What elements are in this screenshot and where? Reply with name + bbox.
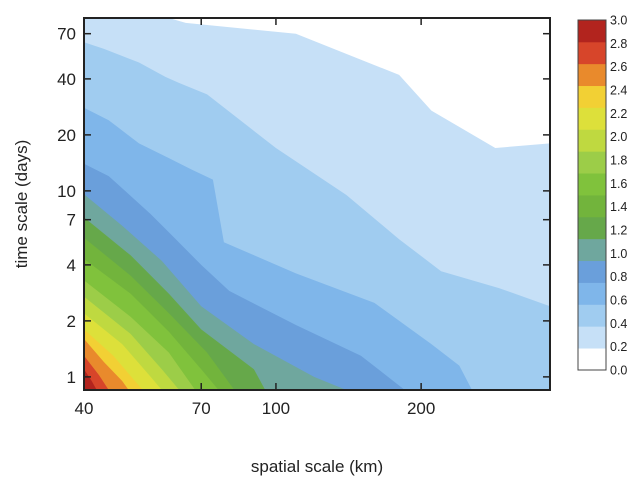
contour-fill-layers xyxy=(84,18,550,390)
x-tick-label: 100 xyxy=(262,399,290,418)
y-tick-label: 10 xyxy=(57,182,76,201)
colorbar-label: 2.6 xyxy=(610,60,627,74)
colorbar-label: 0.8 xyxy=(610,270,627,284)
colorbar-swatch xyxy=(578,260,606,283)
colorbar-swatch xyxy=(578,20,606,43)
colorbar-label: 1.0 xyxy=(610,247,627,261)
x-tick-label: 200 xyxy=(407,399,435,418)
x-tick-label: 40 xyxy=(75,399,94,418)
colorbar-label: 2.8 xyxy=(610,37,627,51)
colorbar-swatch xyxy=(578,173,606,196)
colorbar-label: 0.4 xyxy=(610,317,627,331)
colorbar-swatch xyxy=(578,304,606,327)
colorbar-label: 2.4 xyxy=(610,84,627,98)
colorbar-label: 1.2 xyxy=(610,224,627,238)
colorbar-swatch xyxy=(578,151,606,174)
colorbar-swatch xyxy=(578,107,606,130)
colorbar-swatch xyxy=(578,129,606,152)
y-tick-label: 7 xyxy=(67,211,76,230)
colorbar-swatch xyxy=(578,216,606,240)
x-axis: 40 70 100 200 xyxy=(75,18,435,418)
colorbar-label: 0.2 xyxy=(610,340,627,354)
colorbar-label: 1.8 xyxy=(610,154,627,168)
x-tick-label: 70 xyxy=(192,399,211,418)
y-tick-label: 20 xyxy=(57,126,76,145)
colorbar: 3.0 2.8 2.6 2.4 2.2 2.0 1.8 1.6 1.4 1.2 1.0 0.8 0.6 0… xyxy=(577,14,627,378)
colorbar-label: 2.2 xyxy=(610,107,627,121)
y-tick-label: 70 xyxy=(57,25,76,44)
colorbar-swatch xyxy=(578,348,606,371)
colorbar-label: 1.6 xyxy=(610,177,627,191)
y-tick-label: 40 xyxy=(57,70,76,89)
colorbar-swatch xyxy=(578,238,606,262)
colorbar-swatch xyxy=(578,282,606,305)
colorbar-label: 0.0 xyxy=(610,364,627,378)
x-axis-title: spatial scale (km) xyxy=(251,457,383,476)
colorbar-swatch xyxy=(578,63,606,87)
plot-frame xyxy=(83,17,551,391)
y-tick-label: 2 xyxy=(67,312,76,331)
y-axis-title: time scale (days) xyxy=(12,140,31,268)
y-axis: 1 2 4 7 10 20 40 70 xyxy=(57,25,550,387)
colorbar-swatch xyxy=(578,195,606,218)
y-tick-label: 4 xyxy=(67,256,76,275)
colorbar-frame xyxy=(577,19,607,371)
colorbar-label: 0.6 xyxy=(610,294,627,308)
colorbar-swatch xyxy=(578,326,606,349)
y-tick-label: 1 xyxy=(67,368,76,387)
colorbar-label: 2.0 xyxy=(610,130,627,144)
colorbar-label: 1.4 xyxy=(610,200,627,214)
colorbar-swatch xyxy=(578,85,606,108)
colorbar-label: 3.0 xyxy=(610,14,627,28)
contour-band-3 xyxy=(84,369,97,390)
colorbar-swatch xyxy=(578,41,606,65)
